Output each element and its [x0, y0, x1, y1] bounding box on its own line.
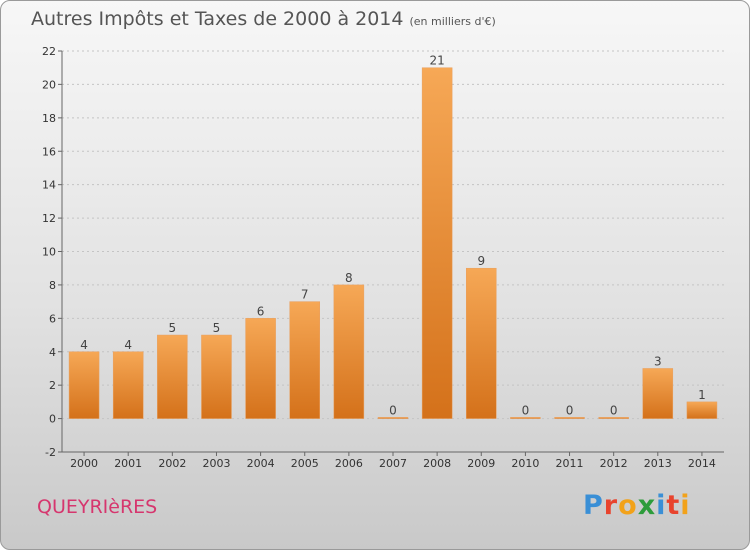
y-tick-label: 14: [42, 179, 56, 192]
bar: [554, 417, 585, 419]
x-tick-label: 2012: [600, 457, 628, 470]
x-tick-label: 2002: [158, 457, 186, 470]
data-label: 4: [124, 338, 132, 352]
x-tick-label: 2005: [291, 457, 319, 470]
data-label: 0: [522, 403, 530, 417]
logo-letter: o: [618, 490, 638, 521]
bars: [68, 67, 718, 419]
y-tick-label: 8: [49, 279, 56, 292]
x-tick-label: 2000: [70, 457, 98, 470]
bar: [377, 417, 409, 419]
data-label: 0: [566, 403, 574, 417]
data-label: 3: [654, 354, 662, 368]
x-tick-label: 2013: [644, 457, 672, 470]
data-label: 21: [429, 54, 444, 68]
data-label: 5: [169, 321, 177, 335]
logo-letter: t: [666, 490, 681, 521]
logo-letter: i: [680, 490, 691, 521]
data-label: 4: [80, 338, 88, 352]
commune-name: QUEYRIèRES: [37, 496, 158, 518]
chart-title: Autres Impôts et Taxes de 2000 à 2014 (en…: [31, 8, 496, 30]
data-label: 7: [301, 288, 309, 302]
data-label: 0: [610, 403, 618, 417]
data-label: 9: [477, 254, 485, 268]
bar: [245, 318, 276, 419]
bar: [289, 301, 320, 419]
x-tick-label: 2006: [335, 457, 363, 470]
x-tick-label: 2014: [688, 457, 716, 470]
logo-letter: x: [637, 490, 657, 521]
data-label: 6: [257, 304, 265, 318]
bar: [112, 351, 144, 419]
data-label: 5: [213, 321, 221, 335]
y-tick-label: -2: [45, 446, 56, 459]
bar: [157, 334, 188, 419]
labels: 4 2000 4 2001 5 2002 5 2003 6 2004 7 2005 8 2006 0 2007…: [70, 54, 716, 470]
y-tick-label: 4: [49, 346, 56, 359]
y-tick-label: 22: [42, 45, 56, 58]
bar: [421, 67, 453, 419]
bar: [466, 267, 497, 419]
data-label: 0: [389, 403, 397, 417]
proxiti-logo: Proxiti: [583, 490, 691, 521]
logo-letter: i: [656, 490, 667, 521]
logo-letter: P: [583, 490, 604, 521]
x-tick-label: 2009: [467, 457, 495, 470]
y-tick-label: 16: [42, 145, 56, 158]
x-tick-label: 2003: [202, 457, 230, 470]
x-tick-label: 2011: [556, 457, 584, 470]
data-label: 1: [698, 388, 706, 402]
y-tick-label: 6: [49, 312, 56, 325]
chart-unit: (en milliers d'€): [409, 15, 496, 28]
y-tick-label: 0: [49, 413, 56, 426]
y-tick-label: 2: [49, 379, 56, 392]
x-tick-label: 2010: [511, 457, 539, 470]
bar: [598, 417, 629, 419]
bar: [686, 401, 718, 419]
bar: [333, 284, 365, 419]
y-tick-label: 10: [42, 246, 56, 259]
bar: [201, 334, 232, 419]
bar: [68, 351, 100, 419]
x-tick-label: 2001: [114, 457, 142, 470]
bar: [510, 417, 541, 419]
y-tick-label: 18: [42, 112, 56, 125]
y-tick-label: 20: [42, 78, 56, 91]
bar: [642, 368, 674, 419]
x-tick-label: 2007: [379, 457, 407, 470]
x-tick-label: 2004: [247, 457, 275, 470]
x-tick-label: 2008: [423, 457, 451, 470]
logo-letter: r: [603, 490, 619, 521]
data-label: 8: [345, 271, 353, 285]
chart-title-text: Autres Impôts et Taxes de 2000 à 2014: [31, 8, 404, 30]
y-tick-label: 12: [42, 212, 56, 225]
